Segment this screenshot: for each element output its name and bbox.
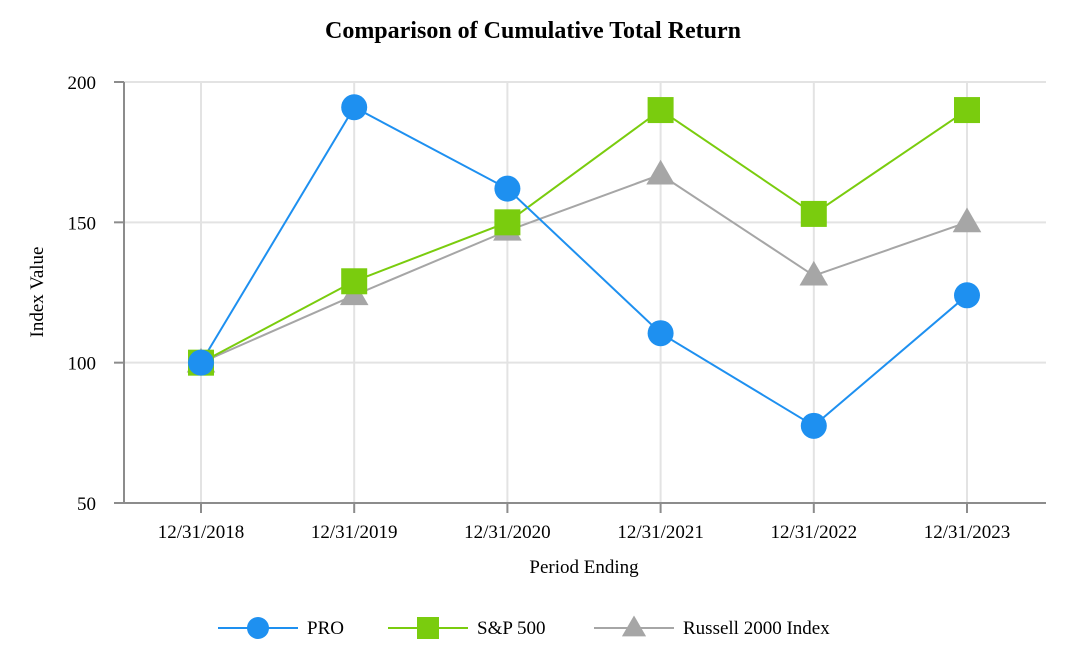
x-tick-label: 12/31/2018 [158,522,245,543]
data-point-triangle [646,159,675,185]
y-axis-title: Index Value [27,247,48,338]
x-tick-label: 12/31/2020 [464,522,551,543]
legend-marker-triangle [621,615,647,637]
x-tick-label: 12/31/2021 [617,522,704,543]
legend: PRO S&P 500 Russell 2000 Index [218,615,830,639]
gridlines [124,81,1046,503]
x-tick-label: 12/31/2023 [924,522,1011,543]
data-point-triangle [799,260,829,286]
data-point-circle [494,175,521,202]
data-point-triangle [952,207,982,233]
x-tick-label: 12/31/2019 [311,522,398,543]
y-tick-label: 100 [68,354,97,375]
data-point-circle [188,349,214,376]
legend-label: PRO [307,618,344,639]
data-point-square [494,209,521,236]
data-point-square [954,97,980,124]
legend-label: S&P 500 [477,618,545,639]
x-tick-label: 12/31/2022 [771,522,858,543]
data-point-square [800,200,827,227]
axes: 50 100 150 200 12/31/2018 12/31/2019 12/31/202… [68,73,1046,543]
legend-marker-square [417,617,439,639]
data-point-circle [800,412,827,439]
data-point-square [647,97,674,124]
data-point-circle [647,320,674,347]
plot-series [186,94,982,439]
series-line-1 [200,108,968,364]
y-tick-label: 50 [77,494,96,515]
y-tick-label: 150 [68,213,97,234]
legend-marker-circle [247,617,269,639]
x-axis-title: Period Ending [529,557,639,578]
legend-label: Russell 2000 Index [683,618,830,639]
data-point-circle [954,282,980,309]
series-line-0 [200,105,968,428]
chart-title: Comparison of Cumulative Total Return [325,18,741,44]
y-tick-label: 200 [68,73,97,94]
data-point-circle [341,94,368,121]
data-point-square [341,268,368,295]
series-line-2 [200,173,968,364]
